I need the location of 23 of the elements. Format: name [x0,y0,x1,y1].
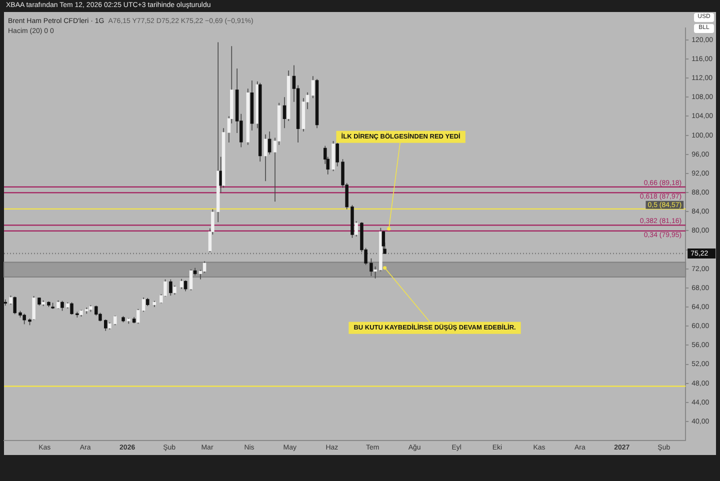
candlestick [104,319,108,332]
candlestick [264,134,268,182]
candlestick [282,96,286,129]
candlestick [70,302,74,316]
candlestick [311,76,315,99]
candlestick [189,268,193,291]
candlestick [268,131,272,155]
candlestick [9,295,12,306]
candlestick [354,220,358,237]
candlestick [374,266,377,279]
candlestick [4,299,7,306]
candlestick [169,278,172,296]
candlestick [32,296,36,320]
candlestick [136,308,140,324]
candlestick [60,300,64,312]
candlestick [142,297,146,312]
candlestick [173,285,176,296]
candlestick [13,296,16,315]
candlestick [370,258,373,276]
candlestick [180,278,184,290]
candlestick [336,142,339,167]
candlestick [94,305,98,316]
candlestick [22,313,26,325]
